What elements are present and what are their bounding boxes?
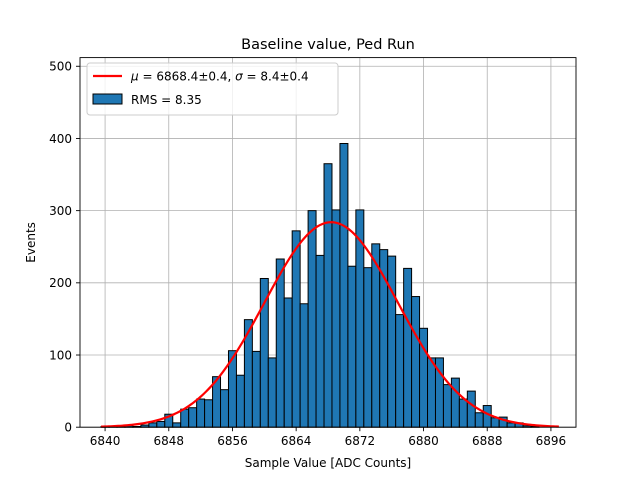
histogram-bar <box>291 230 301 428</box>
histogram-bar <box>442 384 452 428</box>
histogram-bar <box>339 143 349 428</box>
histogram-bar <box>323 163 333 428</box>
y-tick-label: 100 <box>49 348 72 362</box>
legend-hist-label: RMS = 8.35 <box>131 93 202 107</box>
histogram-bar <box>188 407 198 428</box>
x-tick-label: 6856 <box>217 434 248 448</box>
histogram-bar <box>403 267 413 428</box>
y-tick-label: 400 <box>49 132 72 146</box>
legend-sigma-symbol: σ <box>235 70 243 84</box>
histogram-bar <box>490 417 500 428</box>
x-axis-ticks: 6840 6848 6856 6864 6872 6880 6888 6896 <box>90 427 566 448</box>
legend: μ = 6868.4±0.4, σ = 8.4±0.4 RMS = 8.35 <box>86 62 339 116</box>
histogram-bar <box>506 422 516 428</box>
histogram-bar <box>235 374 245 428</box>
y-tick-label: 300 <box>49 204 72 218</box>
gaussian-fit-line <box>101 221 559 428</box>
histogram-bar <box>204 399 214 428</box>
histogram-bar <box>196 398 206 428</box>
legend-box <box>86 62 339 116</box>
y-tick-label: 500 <box>49 60 72 74</box>
x-tick-label: 6864 <box>281 434 312 448</box>
legend-mu-symbol: μ <box>130 70 139 84</box>
x-tick-label: 6888 <box>472 434 503 448</box>
histogram-bar <box>474 412 484 428</box>
y-axis-ticks: 0 100 200 300 400 500 <box>49 60 80 435</box>
x-tick-label: 6880 <box>408 434 439 448</box>
chart-title: Baseline value, Ped Run <box>241 37 415 53</box>
histogram-bars <box>100 143 540 428</box>
histogram-bar <box>220 389 229 428</box>
histogram-bar <box>482 405 492 428</box>
x-tick-label: 6872 <box>345 434 376 448</box>
histogram-bar <box>371 243 381 428</box>
histogram-bar <box>275 258 285 428</box>
y-tick-label: 200 <box>49 276 72 290</box>
histogram-bar <box>251 350 261 428</box>
legend-sigma-value: = 8.4±0.4 <box>243 70 309 84</box>
histogram-bar <box>299 303 309 428</box>
legend-hist-swatch <box>92 93 123 105</box>
x-tick-label: 6896 <box>536 434 567 448</box>
x-axis-label: Sample Value [ADC Counts] <box>245 456 411 470</box>
histogram-bar <box>172 422 182 428</box>
histogram-bar <box>331 209 341 428</box>
histogram-bar <box>283 297 293 428</box>
y-axis-label: Events <box>24 222 38 263</box>
histogram-bar <box>466 390 476 428</box>
x-tick-label: 6840 <box>90 434 121 448</box>
histogram-bar <box>387 255 397 428</box>
histogram-bar <box>148 422 158 428</box>
y-tick-label: 0 <box>64 421 72 435</box>
histogram-bar <box>411 296 421 428</box>
histogram-bar <box>267 357 277 428</box>
histogram-bar <box>395 314 405 428</box>
plot-frame <box>79 57 577 428</box>
histogram-bar <box>156 420 166 428</box>
histogram-bar <box>347 265 357 428</box>
histogram-bar <box>427 357 436 428</box>
histogram-bar <box>450 377 460 428</box>
histogram-bar <box>180 408 190 428</box>
histogram-bar <box>315 254 325 428</box>
legend-fit-label: μ = 6868.4±0.4, σ = 8.4±0.4 <box>130 70 309 84</box>
histogram-bar <box>307 210 317 428</box>
histogram-bar <box>458 398 468 428</box>
legend-mu-value: = 6868.4±0.4, <box>139 70 235 84</box>
x-tick-label: 6848 <box>153 434 184 448</box>
histogram-bar <box>363 267 373 428</box>
